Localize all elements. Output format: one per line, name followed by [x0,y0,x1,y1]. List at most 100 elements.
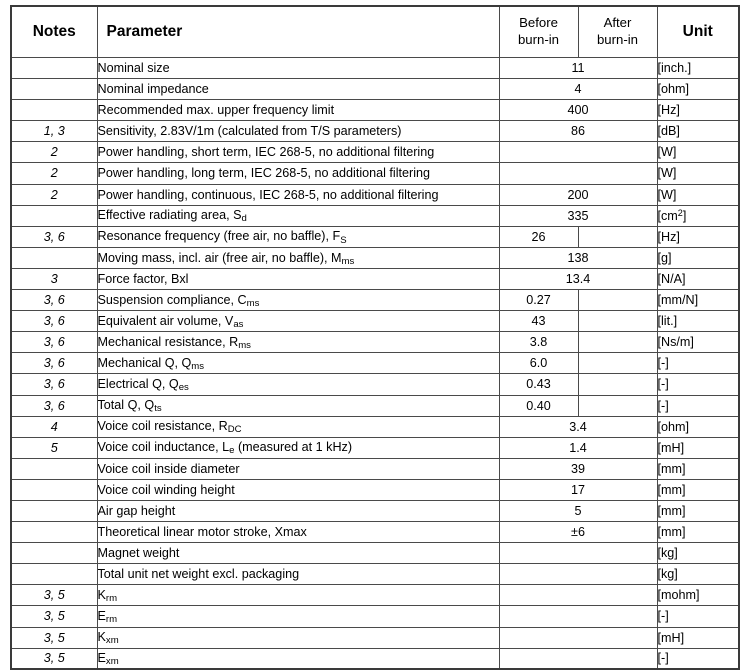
cell-value-merged [498,647,658,670]
cell-parameter: Resonance frequency (free air, no baffle… [96,225,500,248]
after-burn-in-line2: burn-in [596,32,639,47]
cell-notes [10,457,98,480]
table-row: 3, 5 Exm [-] [10,647,740,670]
cell-value-merged: 39 [498,457,658,480]
table-row: 3, 6 Mechanical resistance, Rms 3.8 [Ns/m] [10,331,740,354]
cell-parameter: Exm [96,647,500,670]
parameter-text: Power handling, continuous, IEC 268-5, n… [97,187,439,202]
cell-value-merged: 5 [498,499,658,523]
cell-notes: 3, 6 [10,310,98,333]
cell-parameter: Force factor, Bxl [96,267,500,291]
parameter-text: Magnet weight [97,546,180,561]
cell-notes: 3 [10,267,98,291]
table-row: Total unit net weight excl. packaging [kg… [10,563,740,586]
cell-parameter: Erm [96,605,500,628]
table-header: Notes Parameter Before burn-in After bur… [10,5,740,58]
cell-unit: [W] [656,162,740,185]
cell-value-merged: 4 [498,78,658,101]
table-row: Air gap height 5 [mm] [10,499,740,523]
cell-notes [10,99,98,122]
cell-parameter: Theoretical linear motor stroke, Xmax [96,521,500,544]
parameter-text: K [97,588,106,603]
header-row: Notes Parameter Before burn-in After bur… [10,5,740,58]
table-row: 2 Power handling, long term, IEC 268-5, n… [10,162,740,185]
cell-value-merged [498,605,658,628]
parameter-subscript: as [233,318,244,330]
parameter-text: Suspension compliance, C [97,292,247,307]
cell-unit: [g] [656,246,740,269]
cell-value-before-burn-in: 3.8 [498,331,579,354]
cell-value-before-burn-in: 0.27 [498,289,579,312]
cell-value-merged: 138 [498,246,658,269]
cell-parameter: Moving mass, incl. air (free air, no baf… [96,246,500,269]
cell-notes: 3, 6 [10,352,98,375]
cell-value-after-burn-in [577,225,658,248]
cell-value-merged [498,542,658,565]
table-row: 3, 5 Kxm [mH] [10,626,740,649]
cell-notes: 3, 5 [10,647,98,670]
cell-parameter: Air gap height [96,499,500,523]
cell-unit: [mm] [656,457,740,480]
cell-value-merged [498,584,658,607]
cell-unit: [mohm] [656,584,740,607]
cell-unit: [kg] [656,542,740,565]
unit-text: [cm [657,208,678,223]
parameter-subscript: ms [246,297,260,309]
table-row: Magnet weight [kg] [10,542,740,565]
table-row: Voice coil inside diameter 39 [mm] [10,457,740,480]
parameter-subscript: es [178,382,189,394]
table-row: 3, 5 Erm [-] [10,605,740,628]
parameter-text: E [97,609,106,624]
cell-unit: [Hz] [656,225,740,248]
table-row: 3, 6 Mechanical Q, Qms 6.0 [-] [10,352,740,375]
table-row: 3, 5 Krm [mohm] [10,584,740,607]
cell-unit: [-] [656,352,740,375]
cell-notes [10,478,98,501]
table-row: Moving mass, incl. air (free air, no baf… [10,246,740,269]
cell-value-before-burn-in: 0.40 [498,394,579,417]
cell-notes: 1, 3 [10,120,98,143]
table-row: 3, 6 Equivalent air volume, Vas 43 [lit.] [10,310,740,333]
parameter-text-tail: (measured at 1 kHz) [234,440,353,455]
parameter-text: Voice coil resistance, R [97,419,228,434]
cell-notes: 3, 6 [10,289,98,312]
column-header-after-burn-in: After burn-in [577,5,658,58]
parameter-text: Total Q, Q [97,398,155,413]
cell-unit: [ohm] [656,78,740,101]
parameter-text: Power handling, short term, IEC 268-5, n… [97,145,435,160]
parameter-text: Mechanical Q, Q [97,356,192,370]
parameter-text: Voice coil inductance, L [97,440,230,455]
cell-unit: [mm/N] [656,289,740,312]
parameter-text: Nominal size [97,61,170,75]
cell-notes: 3, 5 [10,584,98,607]
cell-notes [10,204,98,227]
table-row: Voice coil winding height 17 [mm] [10,478,740,501]
parameter-text: Sensitivity, 2.83V/1m (calculated from T… [97,124,402,139]
cell-parameter: Nominal impedance [96,78,500,101]
cell-unit: [W] [656,183,740,206]
cell-unit: [cm2] [656,204,740,227]
cell-value-after-burn-in [577,310,658,333]
cell-notes: 2 [10,162,98,185]
parameter-subscript: ms [341,255,355,267]
cell-notes [10,542,98,565]
parameter-text: Total unit net weight excl. packaging [97,567,300,582]
cell-value-merged: 3.4 [498,415,658,438]
cell-value-merged [498,162,658,185]
table-row: 4 Voice coil resistance, RDC 3.4 [ohm] [10,415,740,438]
cell-notes [10,56,98,80]
cell-value-before-burn-in: 0.43 [498,373,579,396]
parameter-text: Nominal impedance [97,82,209,97]
cell-notes: 2 [10,141,98,164]
parameter-text: Equivalent air volume, V [97,313,234,328]
cell-value-merged: 335 [498,204,658,227]
cell-value-after-burn-in [577,289,658,312]
cell-notes: 3, 6 [10,225,98,248]
parameter-text: Voice coil inside diameter [97,461,240,476]
cell-parameter: Electrical Q, Qes [96,373,500,396]
parameter-text: Mechanical resistance, R [97,334,239,349]
cell-unit: [kg] [656,563,740,586]
table-body: Nominal size 11 [inch.] Nominal impedance 4[… [10,56,740,670]
cell-unit: [Hz] [656,99,740,122]
cell-value-after-burn-in [577,352,658,375]
